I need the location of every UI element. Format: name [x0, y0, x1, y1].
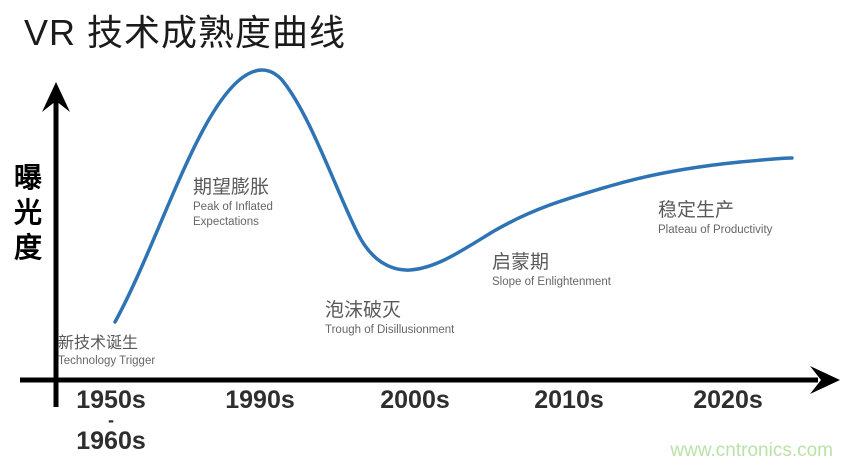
y-axis-arrow-icon: [42, 82, 70, 112]
stage-label-cn: 稳定生产: [658, 200, 735, 221]
x-tick-2000s: 2000s: [372, 386, 458, 414]
x-tick-1990s: 1990s: [220, 386, 300, 414]
stage-label-en: Trough of Disillusionment: [325, 324, 455, 336]
watermark: www.cntronics.com: [670, 440, 833, 461]
x-axis-arrow-icon: [810, 366, 840, 394]
x-tick-2010s: 2010s: [526, 386, 612, 414]
x-tick-label: 2020s: [693, 386, 763, 414]
stage-label-en: Peak of Inflated Expectations: [193, 201, 273, 228]
x-tick-label: 1950s: [76, 386, 146, 414]
stage-plateau-of-productivity: 稳定生产 Plateau of Productivity: [658, 199, 828, 238]
hype-cycle-curve: [113, 68, 794, 324]
x-tick-label: 1990s: [225, 386, 295, 414]
x-tick-label: 2010s: [534, 386, 604, 414]
stage-label-cn: 泡沫破灭: [325, 300, 402, 321]
stage-label-cn: 新技术诞生: [58, 335, 139, 352]
stage-label-en: Slope of Enlightenment: [492, 276, 611, 288]
page-title: VR 技术成熟度曲线: [24, 12, 347, 53]
y-axis-label: 曝光度: [13, 162, 42, 263]
x-tick-1950s-1960s: 1950s - 1960s: [65, 386, 157, 455]
stage-peak-of-inflated-expectations: 期望膨胀 Peak of Inflated Expectations: [193, 176, 305, 230]
stage-slope-of-enlightenment: 启蒙期 Slope of Enlightenment: [492, 251, 662, 290]
x-tick-2020s: 2020s: [685, 386, 771, 414]
stage-trough-of-disillusionment: 泡沫破灭 Trough of Disillusionment: [325, 299, 495, 338]
stage-label-cn: 期望膨胀: [193, 177, 270, 198]
x-tick-label: 2000s: [380, 386, 450, 414]
stage-label-cn: 启蒙期: [492, 252, 550, 273]
stage-label-en: Technology Trigger: [58, 355, 156, 367]
x-tick-dash: -: [108, 410, 114, 430]
stage-technology-trigger: 新技术诞生 Technology Trigger: [58, 334, 155, 369]
stage-label-en: Plateau of Productivity: [658, 224, 773, 236]
x-tick-label: 1960s: [76, 427, 146, 455]
